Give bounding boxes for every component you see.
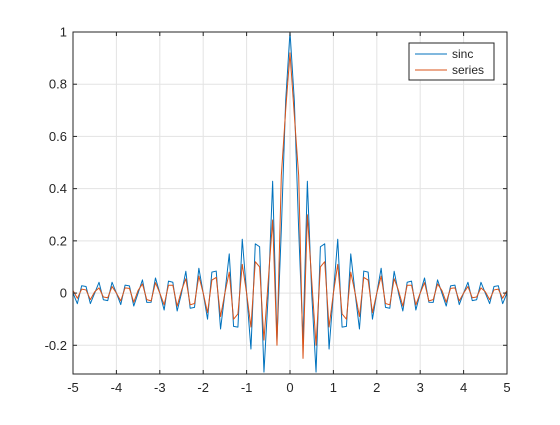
y-tick-label: 0: [60, 286, 67, 301]
x-tick-label: -2: [197, 380, 209, 395]
x-tick-label: 0: [286, 380, 293, 395]
y-tick-label: 0.2: [49, 233, 67, 248]
y-tick-label: 0.4: [49, 181, 67, 196]
x-tick-label: 3: [417, 380, 424, 395]
legend: sinc series: [408, 42, 495, 81]
y-tick-label: 0.6: [49, 129, 67, 144]
x-tick-label: -4: [111, 380, 123, 395]
x-tick-label: 1: [330, 380, 337, 395]
series-group: [73, 32, 507, 373]
x-tick-label: -5: [67, 380, 79, 395]
legend-box: [408, 42, 495, 81]
legend-label: sinc: [452, 47, 473, 61]
y-tick-label: -0.2: [45, 338, 67, 353]
x-tick-label: 5: [503, 380, 510, 395]
y-tick-label: 0.8: [49, 77, 67, 92]
y-tick-label: 1: [60, 25, 67, 40]
x-tick-label: 4: [460, 380, 467, 395]
x-tick-label: 2: [373, 380, 380, 395]
x-tick-label: -3: [154, 380, 166, 395]
series-line-series: [73, 52, 507, 359]
x-tick-label: -1: [241, 380, 253, 395]
legend-label: series: [452, 63, 484, 77]
